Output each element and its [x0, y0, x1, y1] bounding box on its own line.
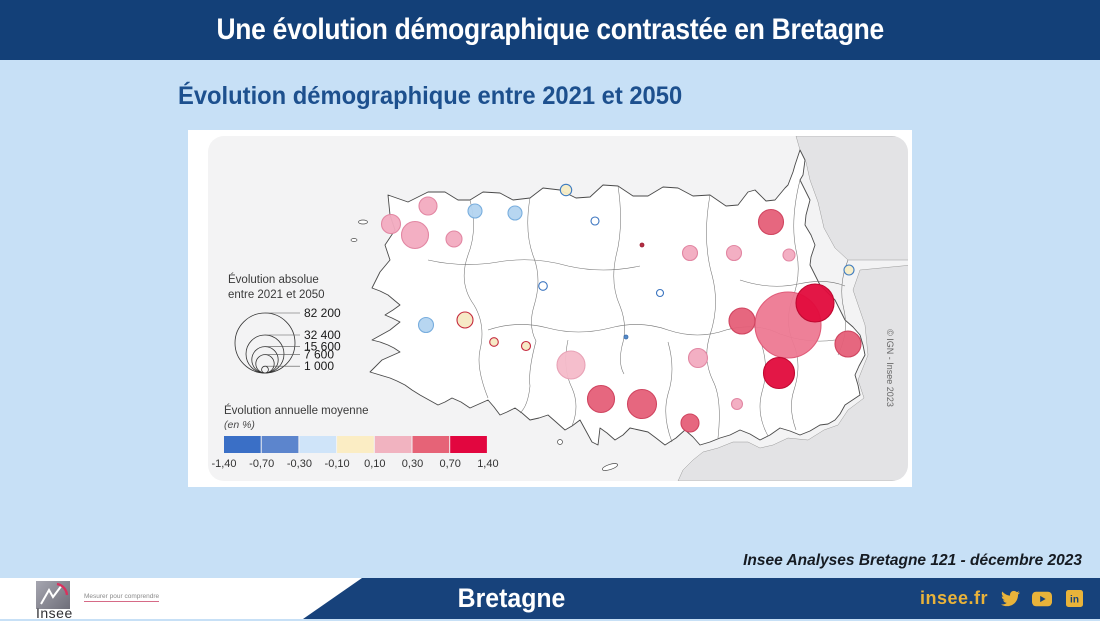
map-bubble: [556, 350, 586, 380]
map-bubble: [417, 316, 435, 334]
insee-tagline: Mesurer pour comprendre: [84, 593, 160, 602]
map-title: Évolution démographique entre 2021 et 20…: [178, 82, 683, 110]
map-bubble: [680, 413, 700, 433]
map-bubble: [467, 203, 483, 219]
map-bubble: [538, 281, 548, 291]
color-legend-label: -0,30: [287, 458, 312, 470]
color-legend-label: -0,70: [249, 458, 274, 470]
insee-logo-text: Insee: [36, 605, 73, 621]
size-legend-value: 82 200: [304, 306, 341, 320]
svg-text:in: in: [1070, 595, 1079, 606]
map-bubble: [445, 230, 463, 248]
youtube-icon[interactable]: [1032, 589, 1052, 609]
size-legend-title-1: Évolution absolue: [228, 273, 319, 286]
map-copyright: © IGN - Insee 2023: [885, 329, 895, 407]
map-bubble: [639, 242, 645, 248]
color-legend-title: Évolution annuelle moyenne: [224, 404, 369, 417]
color-legend-unit: (en %): [224, 419, 255, 431]
color-legend-label: 0,30: [402, 458, 423, 470]
map-bubble: [586, 384, 616, 414]
twitter-icon[interactable]: [1000, 589, 1020, 609]
footer-region-label: Bretagne: [458, 583, 566, 613]
size-legend-title-2: entre 2021 et 2050: [228, 289, 325, 301]
footer-logo-area: Insee Mesurer pour comprendre: [0, 578, 362, 621]
color-legend-label: -0,10: [325, 458, 350, 470]
map-bubble: [728, 307, 756, 335]
map-bubble: [489, 337, 499, 347]
map-bubble: [655, 288, 665, 298]
size-legend-value: 7 600: [304, 348, 334, 362]
map-bubble: [834, 330, 862, 358]
map-bubble: [795, 283, 835, 323]
color-legend-swatches: -1,40 -0,70 -0,30 -0,10 0,10 0,30 0,70 1,40: [211, 436, 499, 470]
map-bubble: [762, 356, 796, 390]
map-bubble: [626, 388, 658, 420]
map-bubble: [782, 248, 796, 262]
size-legend-value: 1 000: [304, 359, 334, 373]
insee-logo-mark: [36, 581, 70, 609]
linkedin-icon[interactable]: in: [1064, 589, 1084, 609]
insee-fr-link[interactable]: insee.fr: [919, 588, 988, 608]
map-bubble: [757, 208, 785, 236]
insee-logo: Insee Mesurer pour comprendre: [36, 581, 160, 621]
color-legend-label: 0,10: [364, 458, 385, 470]
map-bubble: [418, 196, 438, 216]
map-bubble: [400, 220, 430, 250]
color-legend-label: 1,40: [477, 458, 498, 470]
color-legend-label: 0,70: [439, 458, 460, 470]
bubbles-layer: [380, 183, 862, 433]
map-bubble: [380, 213, 402, 235]
size-legend: Évolution absolue entre 2021 et 2050 82 …: [228, 273, 341, 374]
top-banner: Une évolution démographique contrastée e…: [0, 0, 1100, 60]
page-title: Une évolution démographique contrastée e…: [216, 13, 884, 46]
color-legend-label: -1,40: [211, 458, 236, 470]
map-bubble: [590, 216, 600, 226]
map-bubble: [520, 340, 532, 352]
map-bubble: [687, 347, 709, 369]
size-legend-value: 32 400: [304, 328, 341, 342]
publication-reference: Insee Analyses Bretagne 121 - décembre 2…: [743, 552, 1082, 569]
map-bubble: [623, 334, 629, 340]
map-bubble: [681, 244, 699, 262]
size-legend-value: 15 600: [304, 340, 341, 354]
map-panel: Évolution absolue entre 2021 et 2050 82 …: [188, 130, 912, 487]
color-legend: Évolution annuelle moyenne (en %) -1,40-…: [211, 404, 498, 470]
neighbour-region-south-east: [677, 264, 908, 481]
map-bubble: [843, 264, 855, 276]
map-bubble: [730, 397, 744, 411]
islands: [350, 219, 619, 471]
brittany-outline: [369, 149, 866, 446]
map-bubble: [725, 244, 743, 262]
footer-bar: Insee Mesurer pour comprendre Bretagne i…: [0, 578, 1100, 619]
map-bubble: [559, 183, 573, 197]
brittany-bubble-map: Évolution absolue entre 2021 et 2050 82 …: [208, 136, 908, 481]
map-bubble: [507, 205, 523, 221]
map-bubble: [456, 311, 474, 329]
